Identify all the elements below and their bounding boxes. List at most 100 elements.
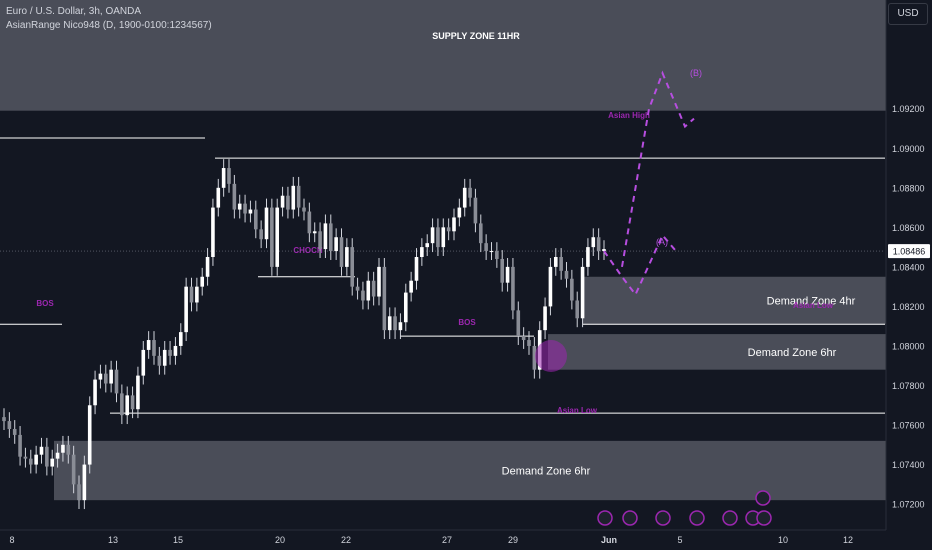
candle-body <box>318 231 322 250</box>
candle-body <box>484 243 488 252</box>
candle-body <box>489 251 494 253</box>
candle-body <box>473 197 478 224</box>
current-price-tag <box>888 244 930 259</box>
candle-body <box>77 484 81 501</box>
candle-body <box>446 227 451 232</box>
candle-body <box>387 316 392 331</box>
candle-body <box>173 345 178 356</box>
candle-body <box>184 286 188 333</box>
candle-body <box>516 310 521 337</box>
candle-body <box>366 280 371 301</box>
candle-body <box>264 207 269 240</box>
lightning-icon[interactable] <box>597 510 613 526</box>
candle-body <box>575 300 580 319</box>
flag-icon[interactable] <box>755 490 771 506</box>
flag-icon[interactable] <box>655 510 671 526</box>
level-label-2: Asian Low <box>557 406 598 415</box>
zone-label-3: Demand Zone 6hr <box>502 466 591 478</box>
candle-body <box>398 322 403 331</box>
zone-label-0: SUPPLY ZONE 11HR <box>432 31 520 41</box>
candle-body <box>602 249 606 252</box>
x-tick-label: 15 <box>173 535 183 545</box>
candle-body <box>7 421 12 429</box>
candle-body <box>232 183 237 210</box>
candle-body <box>253 209 258 230</box>
current-price-label: 1.08486 <box>893 247 926 257</box>
x-tick-label: 12 <box>843 535 853 545</box>
candle-body <box>216 187 221 208</box>
y-tick-label: 1.07800 <box>892 381 925 391</box>
candle-body <box>403 292 408 323</box>
candle-body <box>328 223 333 252</box>
candle-body <box>178 332 183 346</box>
y-tick-label: 1.08800 <box>892 183 925 193</box>
candle-body <box>478 223 483 244</box>
candle-body <box>130 395 135 410</box>
indicator-legend: AsianRange Nico948 (D, 1900-0100:1234567… <box>6 20 212 31</box>
candle-body <box>302 207 306 212</box>
candle-body <box>371 280 376 297</box>
candle-body <box>355 286 360 291</box>
candle-body <box>553 257 558 267</box>
x-tick-label: 27 <box>442 535 452 545</box>
candle-body <box>521 336 526 341</box>
y-tick-label: 1.08000 <box>892 341 925 351</box>
globe-icon[interactable] <box>722 510 738 526</box>
candle-body <box>103 373 108 384</box>
candle-body <box>168 349 172 356</box>
level-label-3: CHOCH <box>293 246 323 255</box>
candle-body <box>505 266 510 283</box>
candle-body <box>248 209 253 214</box>
flag-icon[interactable] <box>622 510 638 526</box>
currency-button[interactable]: USD <box>888 3 928 25</box>
candle-body <box>436 227 440 248</box>
candle-body <box>511 266 515 311</box>
candle-body <box>259 229 263 240</box>
x-tick-label: 8 <box>9 535 14 545</box>
candle-body <box>162 349 167 366</box>
candle-body <box>291 185 296 210</box>
candle-body <box>221 168 226 188</box>
candle-body <box>527 340 531 346</box>
y-tick-label: 1.08200 <box>892 302 925 312</box>
candle-body <box>586 247 590 267</box>
level-label-0: Asian High <box>608 111 650 120</box>
candle-body <box>559 257 563 271</box>
y-tick-label: 1.07600 <box>892 421 925 431</box>
candle-body <box>393 316 397 331</box>
candle-body <box>382 266 387 331</box>
candle-body <box>243 203 247 214</box>
candle-body <box>591 237 596 248</box>
candle-body <box>580 266 585 319</box>
y-axis-panel <box>886 0 932 550</box>
x-tick-label: 5 <box>677 535 682 545</box>
candle-body <box>87 405 92 465</box>
candle-body <box>334 237 338 252</box>
candle-body <box>66 444 71 455</box>
candle-body <box>109 369 113 384</box>
level-label-5: BOS <box>458 318 476 327</box>
candle-body <box>61 444 65 453</box>
candle-body <box>98 373 103 380</box>
candle-body <box>71 454 76 485</box>
candle-body <box>564 270 569 279</box>
globe-icon[interactable] <box>756 510 772 526</box>
candle-body <box>425 243 430 248</box>
candle-body <box>93 379 97 406</box>
wave-label-b: (B) <box>690 68 702 78</box>
zone-2 <box>548 334 886 370</box>
candle-body <box>34 454 38 465</box>
zone-label-2: Demand Zone 6hr <box>748 347 837 359</box>
candle-body <box>414 257 419 281</box>
x-tick-label: 13 <box>108 535 118 545</box>
candle-body <box>157 355 162 366</box>
flag-icon[interactable] <box>689 510 705 526</box>
symbol-title: Euro / U.S. Dollar, 3h, OANDA <box>6 6 142 17</box>
candle-body <box>18 434 22 457</box>
candle-body <box>350 247 355 287</box>
y-tick-label: 1.08600 <box>892 223 925 233</box>
candle-body <box>189 286 194 303</box>
candle-body <box>548 266 553 307</box>
candle-body <box>452 217 456 232</box>
